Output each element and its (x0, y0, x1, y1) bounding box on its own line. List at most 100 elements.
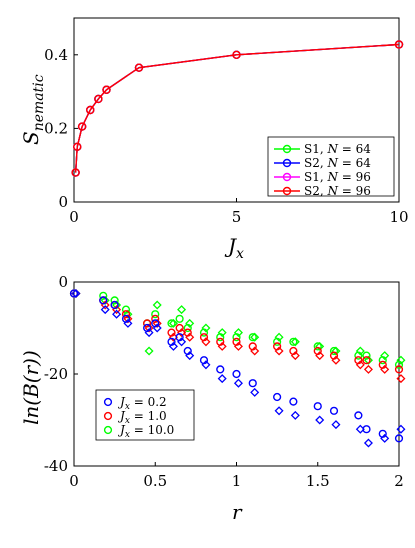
bottom-diamond-point (380, 351, 390, 361)
bottom-diamond-point (185, 332, 195, 342)
bottom-diamond-point (331, 420, 341, 430)
bottom-diamond-point (315, 351, 325, 361)
top-data-point (94, 94, 103, 104)
bottom-diamond-point (233, 328, 243, 338)
top-xtick-label: 5 (232, 208, 242, 226)
bottom-plot-area (69, 288, 406, 448)
bottom-diamond-point (217, 328, 227, 338)
bottom-ytick-label: 0 (58, 273, 68, 291)
top-ylabel: Snematic (19, 74, 47, 145)
bottom-circle-point (273, 392, 282, 402)
top-xlabel: Jx (224, 234, 244, 262)
top-ytick-label: 0 (58, 193, 68, 211)
top-legend-label: S2, N = 96 (304, 184, 371, 198)
bottom-circle-point (394, 365, 404, 374)
bottom-diamond-point (396, 355, 406, 365)
bottom-xlabel: r (232, 500, 243, 524)
top-series-line (74, 43, 400, 173)
top-legend-marker (282, 186, 292, 196)
bottom-diamond-point (144, 346, 154, 356)
bottom-legend-label: Jx = 0.2 (117, 395, 167, 412)
bottom-diamond-point (290, 410, 300, 420)
bottom-axis-ticks: 0 0.5 1 1.5 2 0 -20 -40 (44, 273, 404, 490)
bottom-circle-point (354, 411, 363, 420)
bottom-diamond-point (123, 318, 133, 328)
bottom-xtick-label: 0 (69, 472, 79, 490)
bottom-diamond-point (290, 351, 300, 361)
top-legend-marker (282, 172, 292, 182)
bottom-diamond-point (217, 374, 227, 384)
bottom-circle-point (394, 434, 404, 443)
top-data-point (77, 122, 87, 131)
bottom-diamond-point (201, 337, 211, 347)
bottom-diamond-point (250, 346, 260, 356)
top-legend-label: S1, N = 64 (304, 142, 371, 156)
bottom-diamond-point (201, 323, 211, 333)
bottom-diamond-point (274, 346, 284, 356)
bottom-circle-point (313, 342, 322, 351)
top-data-point (134, 63, 144, 72)
bottom-circle-point (329, 346, 339, 356)
bottom-legend-marker (103, 397, 113, 407)
bottom-ytick-label: -20 (44, 365, 68, 383)
bottom-circle-point (232, 369, 241, 379)
bottom-xtick-label: 0.5 (143, 472, 167, 490)
bottom-diamond-point (201, 360, 211, 370)
top-data-point (73, 142, 82, 152)
bottom-diamond-point (112, 309, 122, 319)
bottom-xtick-label: 1.5 (306, 472, 330, 490)
bottom-diamond-point (396, 374, 406, 384)
bottom-diamond-point (274, 332, 284, 342)
bottom-circle-point (362, 425, 371, 434)
bottom-diamond-point (331, 355, 341, 365)
bottom-circle-point (175, 314, 184, 323)
bottom-diamond-point (168, 341, 178, 351)
bottom-ylabel: ln(B(r)) (19, 350, 43, 425)
bottom-diamond-point (152, 300, 162, 310)
bottom-circle-point (151, 310, 160, 319)
bottom-diamond-point (168, 318, 178, 328)
top-xtick-label: 10 (389, 208, 408, 226)
bottom-circle-point (313, 402, 322, 411)
bottom-diamond-point (363, 364, 373, 374)
bottom-diamond-point (152, 323, 162, 333)
bottom-diamond-point (144, 328, 154, 338)
bottom-diamond-point (185, 318, 195, 328)
top-plot-area (71, 40, 404, 177)
bottom-diamond-point (233, 378, 243, 388)
bottom-diamond-point (355, 360, 365, 370)
bottom-circle-point (362, 356, 371, 365)
bottom-circle-point (99, 296, 108, 305)
top-data-point (86, 105, 95, 115)
bottom-diamond-point (177, 337, 187, 347)
bottom-legend-label: Jx = 1.0 (117, 409, 167, 426)
top-data-point (102, 85, 111, 94)
bottom-diamond-point (250, 387, 260, 397)
bottom-diamond-point (71, 288, 81, 299)
bottom-diamond-point (363, 438, 373, 448)
top-xtick-label: 0 (69, 208, 79, 226)
bottom-diamond-point (380, 364, 390, 374)
bottom-legend-marker (103, 425, 113, 435)
bottom-diamond-point (315, 341, 325, 351)
bottom-diamond-point (315, 415, 325, 425)
top-legend-label: S1, N = 96 (304, 170, 371, 184)
bottom-xtick-label: 1 (232, 472, 242, 490)
bottom-diamond-point (355, 346, 365, 356)
bottom-circle-point (248, 379, 257, 388)
bottom-legend-box (95, 389, 195, 441)
bottom-diamond-point (396, 424, 406, 434)
bottom-ytick-label: -40 (44, 457, 68, 475)
bottom-circle-point (289, 397, 298, 406)
bottom-chart: 0 0.5 1 1.5 20-20-40 ln(B(r)) r Jx = 0.2Jx =… (19, 273, 406, 524)
bottom-legend-label: Jx = 10.0 (117, 423, 174, 440)
bottom-circle-point (289, 337, 298, 346)
bottom-diamond-point (380, 433, 390, 443)
bottom-diamond-point (185, 351, 195, 361)
bottom-diamond-point (233, 341, 243, 351)
bottom-circle-point (216, 365, 225, 374)
top-legend-label: S2, N = 64 (304, 156, 371, 170)
